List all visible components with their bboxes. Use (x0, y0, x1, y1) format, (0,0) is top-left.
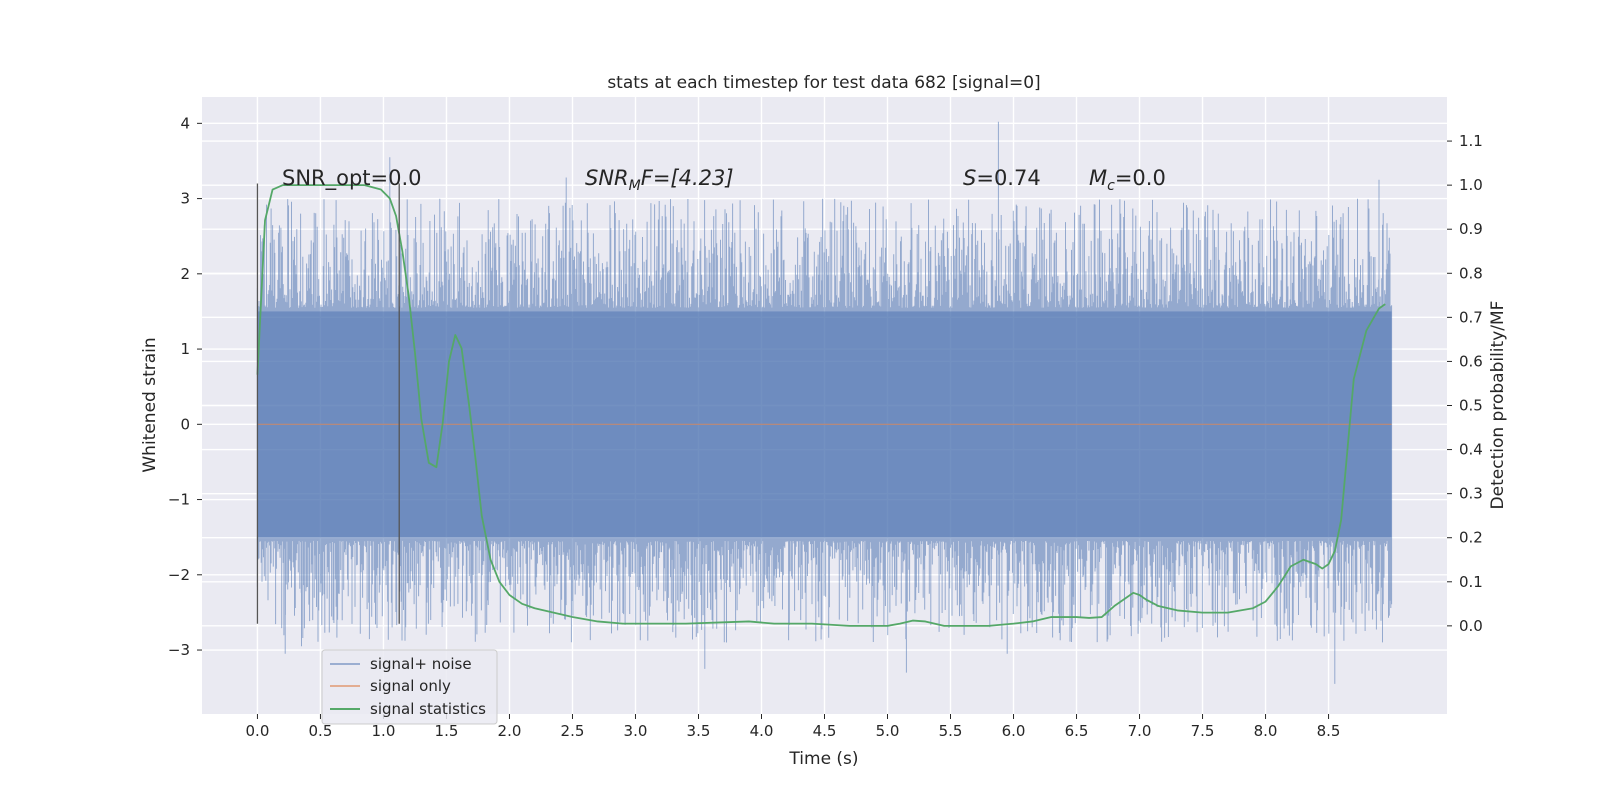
y-right-tick-label: 0.2 (1459, 529, 1483, 547)
x-tick-label: 8.0 (1254, 722, 1278, 740)
y-right-tick-label: 0.9 (1459, 220, 1483, 238)
x-tick-label: 0.5 (309, 722, 333, 740)
mc-sub: c (1107, 178, 1115, 194)
x-tick-label: 6.0 (1002, 722, 1026, 740)
mc-label: M (1089, 166, 1107, 190)
y-right-tick-label: 0.7 (1459, 308, 1483, 326)
x-tick-label: 4.5 (813, 722, 837, 740)
y-left-tick-label: 4 (180, 114, 190, 132)
s-label: S (963, 166, 976, 190)
y-right-tick-label: 0.5 (1459, 397, 1483, 415)
x-tick-label: 5.5 (939, 722, 963, 740)
annotation-snr-opt: SNR_opt=0.0 (282, 166, 422, 191)
y-left-axis-label: Whitened strain (140, 337, 160, 472)
x-tick-label: 6.5 (1065, 722, 1089, 740)
y-left-tick-label: 1 (180, 340, 190, 358)
s-value: =0.74 (976, 166, 1040, 190)
x-tick-label: 7.0 (1128, 722, 1152, 740)
legend-label-signal-only: signal only (370, 677, 451, 695)
mc-value: =0.0 (1115, 166, 1166, 190)
legend-label-signal-statistics: signal statistics (370, 700, 486, 718)
y-left-tick-label: −2 (168, 566, 190, 584)
legend: signal+ noise signal only signal statist… (321, 649, 498, 725)
x-tick-label: 2.5 (561, 722, 585, 740)
legend-label-signal-noise: signal+ noise (370, 655, 472, 673)
y-left-tick-label: 2 (180, 265, 190, 283)
y-right-tick-label: 0.3 (1459, 485, 1483, 503)
y-right-tick-label: 0.0 (1459, 617, 1483, 635)
annotation-mc: Mc=0.0 (1089, 166, 1166, 194)
y-right-tick-label: 0.1 (1459, 573, 1483, 591)
y-left-tick-label: 3 (180, 190, 190, 208)
vertical-markers (256, 183, 400, 624)
x-tick-label: 5.0 (876, 722, 900, 740)
annotation-snr-mf: SNRMF=[4.23] (585, 166, 734, 194)
chart-title: stats at each timestep for test data 682… (607, 73, 1040, 93)
x-axis-ticks: 0.0 0.5 1.0 1.5 2.0 2.5 3.0 3.5 4.0 4.5 5.0 5.5 6.0 6… (246, 714, 1341, 740)
x-tick-label: 1.0 (372, 722, 396, 740)
snr-mf-tail: F=[4.23] (641, 166, 734, 190)
y-left-tick-label: −3 (168, 641, 190, 659)
x-tick-label: 0.0 (246, 722, 270, 740)
y-right-tick-label: 0.6 (1459, 352, 1483, 370)
x-tick-label: 3.0 (624, 722, 648, 740)
x-tick-label: 2.0 (498, 722, 522, 740)
series-signal-statistics (256, 184, 1386, 627)
y-right-tick-label: 0.8 (1459, 264, 1483, 282)
y-right-tick-label: 1.0 (1459, 176, 1483, 194)
y-right-axis-ticks: 0.0 0.1 0.2 0.3 0.4 0.5 0.6 0.7 0.8 0.9 1.0 1.1 (1447, 132, 1483, 635)
legend-box (321, 649, 498, 725)
y-left-tick-label: −1 (168, 491, 190, 509)
annotation-s: S=0.74 (963, 166, 1041, 190)
x-tick-label: 4.0 (750, 722, 774, 740)
x-tick-label: 7.5 (1191, 722, 1215, 740)
y-right-tick-label: 1.1 (1459, 132, 1483, 150)
snr-mf-base: SNR (585, 166, 629, 190)
y-left-tick-label: 0 (180, 415, 190, 433)
x-axis-label: Time (s) (788, 749, 858, 769)
snr-mf-sub: M (629, 178, 641, 194)
x-tick-label: 8.5 (1317, 722, 1341, 740)
x-tick-label: 3.5 (687, 722, 711, 740)
series-layer (256, 184, 1392, 627)
y-left-axis-ticks: −3 −2 −1 0 1 2 3 4 (168, 114, 202, 659)
y-right-axis-label: Detection probability/MF (1488, 301, 1508, 510)
x-tick-label: 1.5 (435, 722, 459, 740)
y-right-tick-label: 0.4 (1459, 441, 1483, 459)
